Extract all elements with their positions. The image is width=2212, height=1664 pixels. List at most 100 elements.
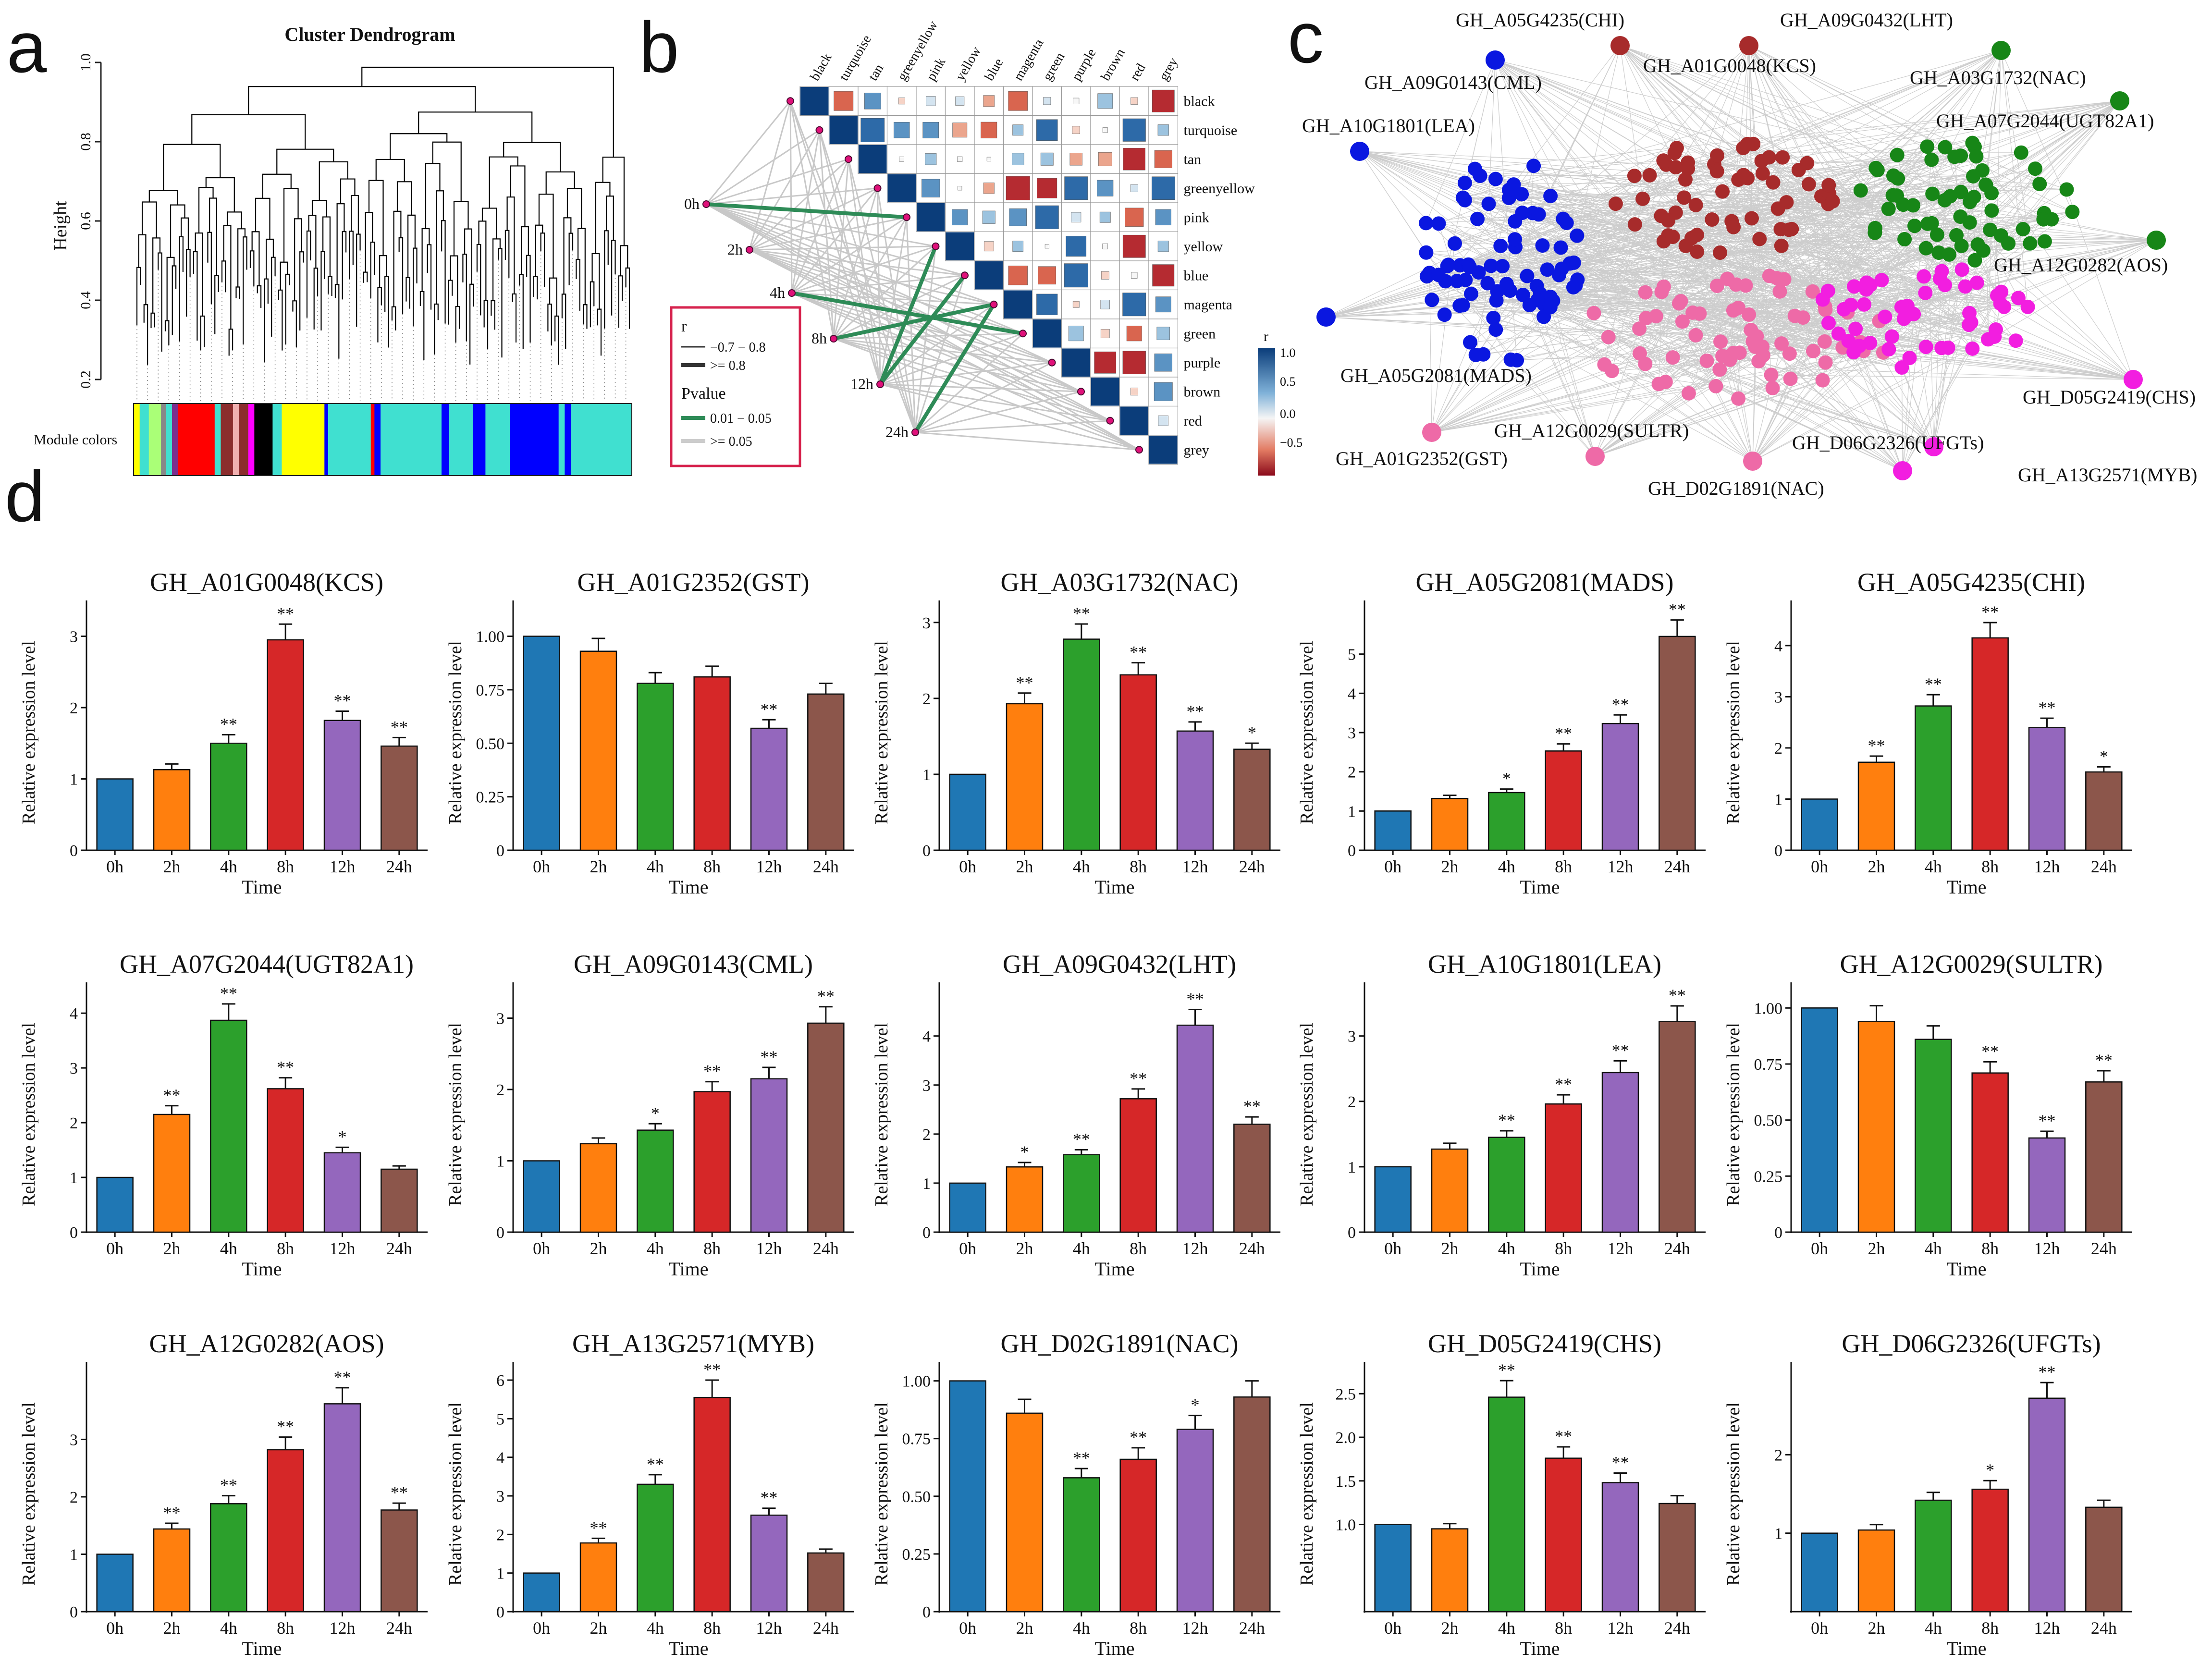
hub-gene-node — [1893, 461, 1912, 480]
heatmap-diagonal-square — [946, 232, 974, 260]
dendrogram-branches — [136, 66, 630, 365]
heatmap-cell — [916, 173, 946, 203]
y-tick-label: 0 — [496, 842, 504, 860]
bar-2h — [579, 650, 617, 851]
x-tick-label: 24h — [2091, 1618, 2117, 1638]
network-node — [1924, 152, 1939, 167]
y-tick-label: 2 — [922, 690, 931, 708]
heatmap-diagonal-square — [859, 145, 887, 173]
chart-title: GH_A12G0029(SULTR) — [1840, 950, 2102, 979]
correlation-link — [880, 383, 1110, 422]
significance-marker: ** — [703, 1062, 721, 1081]
x-tick-label: 24h — [813, 1618, 839, 1638]
network-node — [1447, 236, 1462, 251]
network-node — [1752, 232, 1767, 246]
panel-label-a: a — [7, 7, 47, 87]
bar-8h — [267, 1449, 304, 1613]
significance-marker: ** — [277, 604, 294, 623]
network-node — [1419, 216, 1434, 231]
x-tick-label: 0h — [106, 857, 123, 876]
colorbar-tick-0.5: 0.5 — [1280, 375, 1296, 389]
dendrogram-y-tick-label: 0.4 — [78, 291, 94, 309]
chart-title: GH_A10G1801(LEA) — [1428, 950, 1661, 979]
heatmap-square — [952, 209, 968, 225]
heatmap-row-label: brown — [1184, 384, 1221, 400]
y-tick-label: 1.00 — [476, 628, 505, 646]
hub-gene-label: GH_A09G0432(LHT) — [1780, 9, 1953, 31]
y-axis-label: Relative expression level — [1723, 641, 1744, 824]
bar-chart-panel: GH_A12G0029(SULTR) Relative expression le… — [1723, 950, 2132, 1280]
network-node — [1656, 279, 1671, 294]
correlation-link — [880, 362, 1052, 385]
x-tick-label: 8h — [1555, 1239, 1572, 1258]
heatmap-square — [1152, 264, 1175, 287]
x-tick-label: 4h — [1925, 1618, 1942, 1638]
network-node — [1983, 222, 1998, 237]
bar-0h — [523, 1160, 560, 1233]
significance-marker: ** — [220, 1476, 237, 1495]
timepoint-node-dot — [830, 335, 837, 343]
module-node-dot — [1019, 330, 1027, 338]
network-node — [1967, 253, 1982, 268]
x-tick-label: 12h — [2034, 1618, 2060, 1638]
x-tick-label: 2h — [1441, 857, 1459, 876]
hub-gene-label: GH_D02G1891(NAC) — [1648, 477, 1824, 499]
x-tick-label: 8h — [703, 1618, 721, 1638]
bar-chart-panel: GH_D02G1891(NAC) Relative expression leve… — [872, 1329, 1280, 1659]
network-node — [1863, 335, 1878, 350]
timepoint-label: 12h — [850, 375, 873, 392]
significance-marker: ** — [1187, 702, 1204, 721]
x-tick-label: 12h — [1182, 1618, 1208, 1638]
network-node — [1902, 351, 1917, 366]
bar-0h — [1374, 1166, 1412, 1233]
module-color-segment — [233, 404, 240, 476]
network-node — [1690, 244, 1705, 259]
x-axis-label: Time — [1946, 1638, 1986, 1659]
heatmap-diagonal-square — [1149, 436, 1178, 464]
significance-marker: ** — [1187, 990, 1204, 1009]
network-node — [1775, 150, 1790, 165]
network-node — [1464, 286, 1479, 301]
network-node — [1480, 276, 1495, 291]
network-node — [1431, 268, 1446, 282]
y-axis-label: Relative expression level — [1297, 641, 1317, 824]
bar-2h — [1431, 1528, 1469, 1613]
y-tick-label: 0 — [922, 1224, 931, 1242]
y-tick-label: 3 — [70, 628, 78, 646]
x-axis-label: Time — [668, 1258, 708, 1280]
bar-0h — [949, 773, 986, 851]
bar-4h — [1063, 638, 1100, 851]
network-node — [1488, 171, 1503, 186]
network-node — [1787, 308, 1802, 323]
network-node — [1669, 141, 1684, 156]
network-node — [1709, 278, 1724, 293]
y-tick-label: 0 — [1774, 1224, 1782, 1242]
correlation-link — [706, 158, 849, 205]
bar-12h — [750, 727, 788, 851]
heatmap-square — [925, 153, 937, 165]
bar-4h — [210, 1019, 247, 1233]
heatmap-diagonal-square — [917, 203, 945, 232]
hub-gene-label: GH_A09G0143(CML) — [1364, 72, 1542, 93]
y-tick-label: 3 — [70, 1431, 78, 1449]
heatmap-square — [1098, 152, 1112, 166]
bar-0h — [523, 1572, 560, 1613]
x-tick-label: 12h — [2034, 1239, 2060, 1258]
network-node — [1688, 328, 1703, 343]
significant-correlation-link — [913, 303, 995, 434]
y-tick-label: 3 — [1348, 724, 1356, 742]
network-node — [1966, 190, 1981, 205]
bar-8h — [1971, 1488, 2009, 1613]
heatmap-col-label: grey — [1156, 55, 1181, 84]
heatmap-square — [1125, 208, 1144, 227]
network-node — [1818, 355, 1833, 370]
network-node — [1495, 259, 1510, 274]
significance-marker: ** — [334, 1368, 351, 1387]
bar-24h — [807, 1552, 845, 1613]
network-node — [1891, 171, 1905, 186]
hub-gene-node — [1924, 437, 1943, 456]
significance-marker: ** — [220, 714, 237, 734]
bar-0h — [949, 1182, 986, 1233]
bar-0h — [1801, 1532, 1838, 1613]
x-axis-label: Time — [1094, 1258, 1134, 1280]
